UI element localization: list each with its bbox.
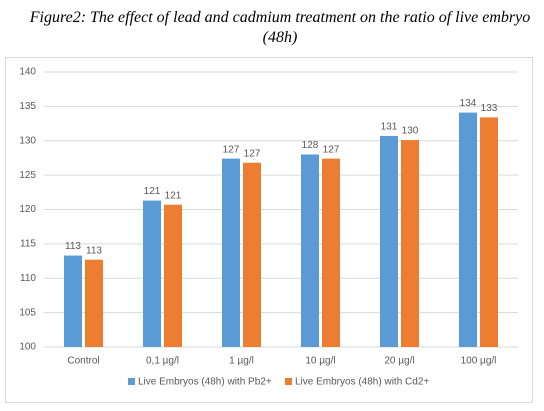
bar xyxy=(243,162,261,347)
legend-label: Live Embryos (48h) with Pb2+ xyxy=(138,377,272,388)
x-tick-label: 10 µg/l xyxy=(305,356,335,367)
y-tick-label: 100 xyxy=(19,342,36,353)
value-label: 133 xyxy=(481,103,498,114)
y-tick-label: 115 xyxy=(20,239,36,250)
value-label: 121 xyxy=(144,186,161,197)
chart-title: Figure2: The effect of lead and cadmium … xyxy=(29,9,531,46)
bar xyxy=(85,259,103,347)
bar xyxy=(164,204,182,347)
x-tick-label: 0,1 µg/l xyxy=(146,356,179,367)
bar xyxy=(480,117,498,347)
value-label: 134 xyxy=(460,98,477,109)
value-label: 127 xyxy=(323,144,340,155)
y-tick-label: 130 xyxy=(19,135,36,146)
value-label: 128 xyxy=(302,140,319,151)
bar xyxy=(301,154,319,347)
value-label: 130 xyxy=(402,126,419,137)
x-tick-label: 1 µg/l xyxy=(229,356,254,367)
y-tick-label: 140 xyxy=(19,67,36,78)
y-tick-label: 105 xyxy=(19,307,36,318)
x-tick-label: Control xyxy=(67,356,99,367)
legend-label: Live Embryos (48h) with Cd2+ xyxy=(295,377,429,388)
value-label: 127 xyxy=(223,144,240,155)
bar xyxy=(64,255,82,347)
value-label: 113 xyxy=(86,245,102,256)
bar xyxy=(401,140,419,347)
value-label: 131 xyxy=(381,122,398,133)
bar xyxy=(459,112,477,347)
value-label: 113 xyxy=(65,241,81,252)
bar xyxy=(380,135,398,347)
legend-swatch xyxy=(285,378,292,385)
bar xyxy=(222,158,240,347)
y-tick-label: 125 xyxy=(19,170,36,181)
x-tick-label: 20 µg/l xyxy=(384,356,414,367)
value-label: 127 xyxy=(244,148,261,159)
y-tick-label: 110 xyxy=(20,273,36,284)
bar xyxy=(143,200,161,347)
legend-swatch xyxy=(128,378,135,385)
x-tick-label: 100 µg/l xyxy=(461,356,497,367)
bar xyxy=(322,158,340,347)
y-tick-label: 135 xyxy=(19,101,36,112)
y-tick-label: 120 xyxy=(19,204,36,215)
chart-frame xyxy=(5,57,533,403)
value-label: 121 xyxy=(165,190,182,201)
